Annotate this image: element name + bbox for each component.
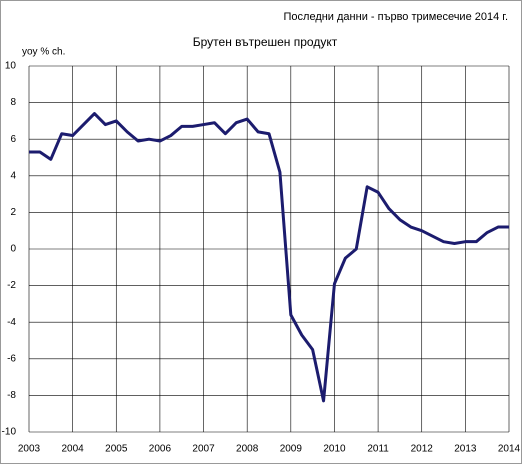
x-tick-label: 2010: [323, 444, 346, 455]
y-tick-label: 0: [10, 244, 16, 255]
x-tick-label: 2004: [62, 444, 85, 455]
y-tick-label: 6: [10, 134, 16, 145]
y-tick-label: 4: [10, 170, 16, 181]
x-tick-label: 2011: [367, 444, 389, 455]
data-line: [29, 112, 509, 403]
y-axis-label: yoy % ch.: [22, 47, 65, 58]
y-tick-label: 10: [5, 61, 17, 72]
x-tick-label: 2006: [149, 444, 172, 455]
y-tick-label: -10: [2, 427, 17, 438]
x-tick-label: 2003: [18, 444, 41, 455]
x-tick-label: 2007: [192, 444, 215, 455]
x-tick-label: 2012: [411, 444, 434, 455]
x-tick-label: 2008: [236, 444, 259, 455]
x-tick-label: 2014: [498, 444, 521, 455]
x-tick-label: 2013: [454, 444, 477, 455]
y-tick-label: -8: [7, 390, 16, 401]
y-tick-label: -4: [7, 317, 16, 328]
y-tick-label: 2: [10, 207, 16, 218]
y-tick-label: 8: [10, 97, 16, 108]
x-tick-label: 2005: [105, 444, 128, 455]
x-tick-label: 2009: [280, 444, 303, 455]
y-tick-label: -2: [7, 280, 16, 291]
y-tick-label: -6: [7, 353, 16, 364]
chart-title: Брутен вътрешен продукт: [193, 35, 338, 49]
chart-subtitle: Последни данни - първо тримесечие 2014 г…: [284, 11, 509, 23]
